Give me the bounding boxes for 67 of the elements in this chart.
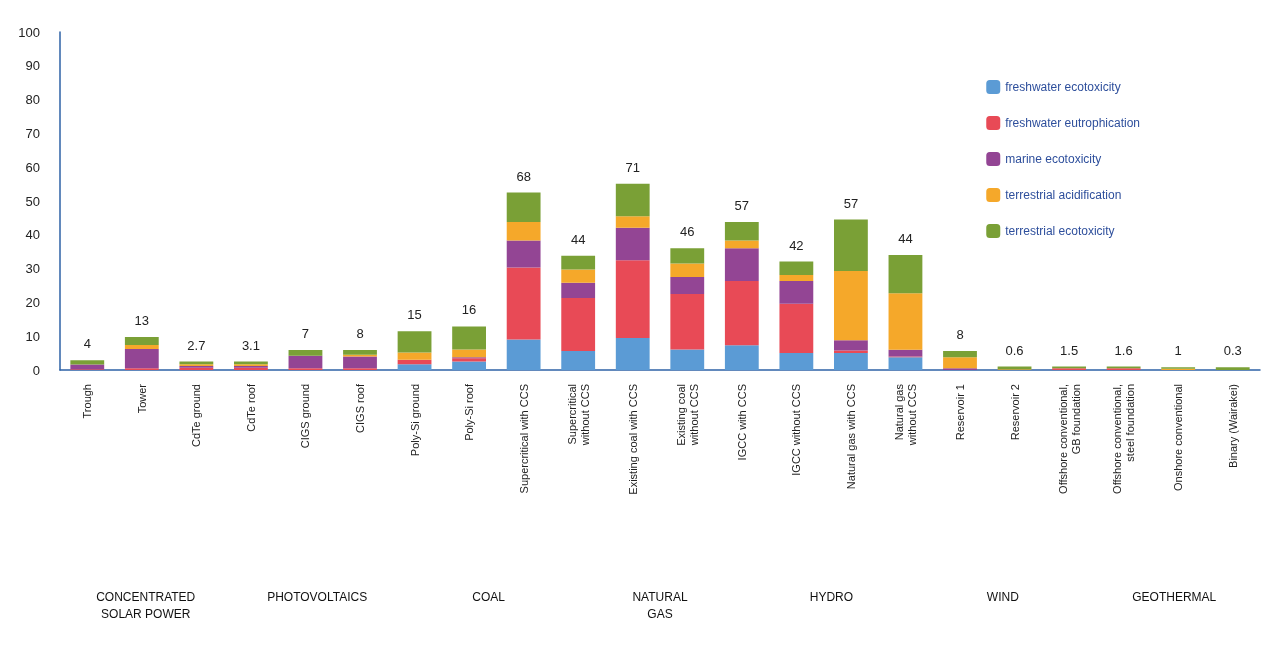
y-tick-label: 80 [25, 92, 40, 108]
annotation: 57 [843, 195, 859, 211]
annotation: 8 [956, 327, 964, 343]
x-tick-label: Natural gas with CCS [844, 384, 857, 490]
x-tick-label: IGCC with CCS [735, 384, 748, 461]
annotation: 57 [734, 197, 750, 213]
x-tick-label: Poly-Si ground [408, 384, 421, 457]
annotation: 1 [1174, 343, 1182, 359]
annotation: 71 [625, 159, 640, 175]
x-tick-label: Tower [135, 383, 148, 414]
annotation: 42 [789, 237, 804, 253]
annotation: 68 [516, 168, 531, 184]
x-tick-label: Existing coal without CCS [674, 384, 700, 447]
x-tick-label: Offshore conventional, steel foundation [1111, 384, 1137, 494]
annotation: 1.5 [1060, 342, 1079, 358]
x-tick-label: CdTe ground [190, 384, 203, 447]
annotation: 44 [570, 231, 586, 247]
x-tick-label: CIGS roof [354, 383, 366, 433]
x-tick-label: CIGS ground [299, 384, 312, 449]
y-tick-label: 0 [32, 362, 40, 378]
x-tick-label: Trough [81, 384, 94, 419]
x-tick-label: Reservoir 2 [1008, 384, 1021, 441]
annotation: 7 [301, 326, 310, 342]
text: WIND [986, 589, 1020, 604]
y-tick-label: 30 [25, 261, 40, 277]
y-tick-label: 10 [25, 328, 40, 344]
legend-label: terrestrial acidification [1005, 188, 1122, 202]
x-tick-label: CdTe roof [244, 383, 257, 432]
y-tick-label: 60 [25, 159, 40, 175]
y-tick-label: 70 [25, 125, 40, 141]
x-tick-label: Onshore conventional [1172, 384, 1185, 492]
x-tick-label: Supercritical without CCS [565, 384, 591, 447]
legend-label: freshwater eutrophication [1005, 116, 1141, 130]
y-tick-label: 100 [18, 24, 40, 40]
x-tick-label: Binary (Wairakei) [1226, 384, 1239, 468]
text: COAL [472, 589, 506, 604]
text: PHOTOVOLTAICS [267, 589, 368, 604]
annotation: 16 [461, 302, 477, 318]
text: CONCENTRATED SOLAR POWER [96, 589, 196, 621]
annotation: 0.3 [1223, 343, 1242, 359]
text: HYDRO [809, 589, 854, 604]
annotation: 1.6 [1114, 342, 1133, 358]
y-tick-label: 20 [25, 294, 40, 310]
legend-label: terrestrial ecotoxicity [1005, 224, 1115, 238]
text: GEOTHERMAL [1132, 589, 1217, 604]
annotation: 46 [680, 224, 695, 240]
annotation: 44 [898, 231, 913, 247]
annotation: 0.6 [1005, 342, 1024, 358]
x-tick-label: Poly-Si roof [463, 383, 476, 441]
annotation: 8 [356, 326, 364, 342]
text: NATURAL GAS [632, 589, 688, 621]
y-tick-label: 90 [25, 58, 40, 74]
annotation: 13 [134, 312, 150, 328]
x-tick-label: IGCC without CCS [790, 384, 803, 476]
x-tick-label: Reservoir 1 [954, 384, 966, 441]
x-tick-label: Existing coal with CCS [626, 384, 639, 495]
y-tick-label: 50 [25, 193, 40, 209]
x-tick-label: Natural gas without CCS [892, 383, 918, 447]
annotation: 2.7 [187, 337, 206, 353]
y-tick-label: 40 [25, 227, 40, 243]
legend-label: freshwater ecotoxicity [1005, 80, 1121, 94]
x-tick-label: Supercritical with CCS [517, 384, 530, 494]
annotation: 15 [407, 307, 422, 323]
annotation: 3.1 [241, 337, 260, 353]
x-tick-label: Offshore conventional, GB foundation [1056, 384, 1082, 494]
legend-label: marine ecotoxicity [1005, 152, 1102, 166]
annotation: 4 [83, 336, 91, 352]
